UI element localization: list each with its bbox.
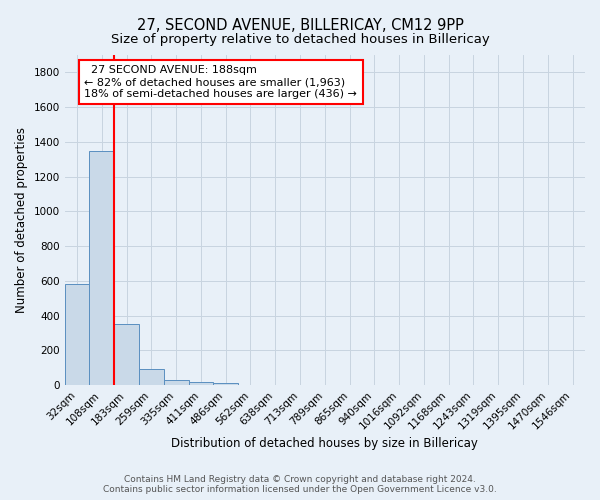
Bar <box>114 324 139 385</box>
Y-axis label: Number of detached properties: Number of detached properties <box>15 127 28 313</box>
Text: Size of property relative to detached houses in Billericay: Size of property relative to detached ho… <box>110 32 490 46</box>
Text: 27 SECOND AVENUE: 188sqm  
← 82% of detached houses are smaller (1,963)
18% of s: 27 SECOND AVENUE: 188sqm ← 82% of detach… <box>85 66 358 98</box>
Bar <box>139 370 164 385</box>
Bar <box>164 380 188 385</box>
Bar <box>188 382 214 385</box>
Text: Contains HM Land Registry data © Crown copyright and database right 2024.
Contai: Contains HM Land Registry data © Crown c… <box>103 474 497 494</box>
Bar <box>65 284 89 385</box>
X-axis label: Distribution of detached houses by size in Billericay: Distribution of detached houses by size … <box>172 437 478 450</box>
Bar <box>89 150 114 385</box>
Bar <box>214 383 238 385</box>
Text: 27, SECOND AVENUE, BILLERICAY, CM12 9PP: 27, SECOND AVENUE, BILLERICAY, CM12 9PP <box>137 18 463 32</box>
